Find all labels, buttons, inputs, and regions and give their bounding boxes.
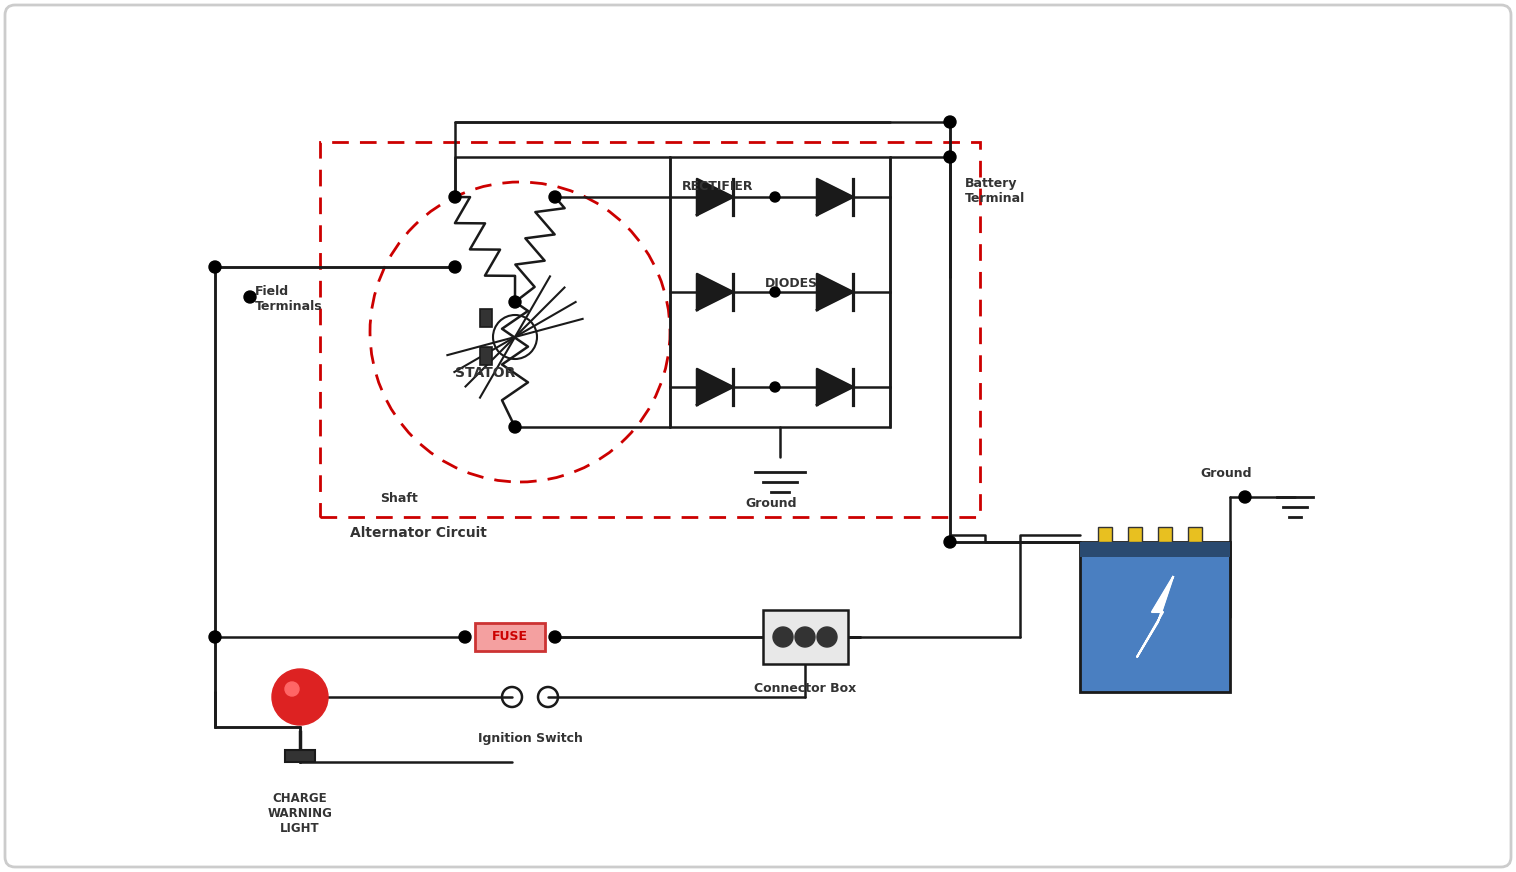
FancyBboxPatch shape (1079, 542, 1229, 692)
Circle shape (509, 421, 522, 433)
FancyBboxPatch shape (1189, 527, 1202, 542)
Text: FUSE: FUSE (493, 630, 528, 644)
Circle shape (944, 116, 957, 128)
FancyBboxPatch shape (475, 623, 544, 651)
Text: Alternator Circuit: Alternator Circuit (350, 526, 487, 540)
Text: Ground: Ground (1201, 467, 1252, 480)
FancyBboxPatch shape (481, 309, 493, 327)
Polygon shape (697, 179, 734, 215)
Circle shape (449, 261, 461, 273)
Circle shape (770, 287, 781, 297)
FancyBboxPatch shape (5, 5, 1511, 867)
Text: DIODES: DIODES (766, 277, 819, 290)
FancyBboxPatch shape (1128, 527, 1142, 542)
Polygon shape (817, 274, 854, 310)
FancyBboxPatch shape (1098, 527, 1113, 542)
Circle shape (794, 627, 816, 647)
Circle shape (773, 627, 793, 647)
Circle shape (244, 291, 256, 303)
Text: Field
Terminals: Field Terminals (255, 285, 323, 313)
Polygon shape (817, 369, 854, 405)
FancyBboxPatch shape (670, 157, 890, 427)
Text: Connector Box: Connector Box (753, 682, 857, 695)
Circle shape (944, 536, 957, 548)
Text: Shaft: Shaft (381, 492, 418, 505)
FancyBboxPatch shape (763, 610, 847, 664)
Text: Ground: Ground (744, 497, 796, 510)
FancyBboxPatch shape (1079, 542, 1229, 557)
Text: Battery
Terminal: Battery Terminal (966, 177, 1025, 205)
Circle shape (271, 669, 327, 725)
Circle shape (209, 631, 221, 643)
Text: CHARGE
WARNING
LIGHT: CHARGE WARNING LIGHT (267, 792, 332, 835)
Polygon shape (1137, 577, 1173, 657)
FancyBboxPatch shape (285, 750, 315, 762)
Circle shape (770, 382, 781, 392)
Circle shape (817, 627, 837, 647)
Circle shape (459, 631, 471, 643)
Text: RECTIFIER: RECTIFIER (682, 180, 753, 193)
FancyBboxPatch shape (481, 347, 493, 365)
Polygon shape (817, 179, 854, 215)
Circle shape (209, 261, 221, 273)
Circle shape (549, 191, 561, 203)
Circle shape (770, 192, 781, 202)
Circle shape (549, 631, 561, 643)
Polygon shape (697, 369, 734, 405)
Circle shape (944, 151, 957, 163)
Circle shape (449, 191, 461, 203)
Polygon shape (697, 274, 734, 310)
Text: Ignition Switch: Ignition Switch (478, 732, 582, 745)
FancyBboxPatch shape (1158, 527, 1172, 542)
Text: STATOR: STATOR (455, 366, 515, 380)
Circle shape (285, 682, 299, 696)
Circle shape (1239, 491, 1251, 503)
Circle shape (509, 296, 522, 308)
